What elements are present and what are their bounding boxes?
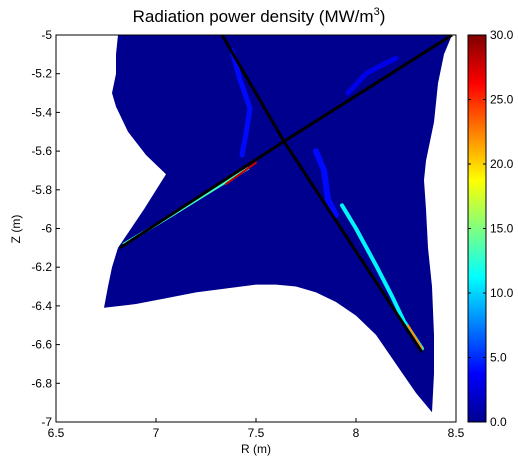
plot-area	[104, 35, 453, 413]
y-axis-ticks: -5 -5.2 -5.4 -5.6 -5.8 -6 -6.2 -6.4 -6.6 -6.8 -7	[31, 28, 60, 429]
y-tick-label: -6	[41, 222, 52, 236]
colorbar-tick-label: 20.0	[490, 157, 514, 171]
y-tick-label: -6.6	[31, 338, 52, 352]
separatrix-lines	[119, 35, 453, 354]
x-axis-label: R (m)	[241, 442, 271, 456]
y-tick-label: -6.8	[31, 376, 52, 390]
y-axis-label: Z (m)	[9, 215, 23, 244]
x-tick-label: 7.5	[248, 426, 265, 440]
radiation-band	[225, 161, 257, 185]
y-tick-label: -5.8	[31, 183, 52, 197]
y-tick-label: -5.4	[31, 105, 52, 119]
colorbar-tick-label: 10.0	[490, 286, 514, 300]
colorbar-tick-label: 15.0	[490, 222, 514, 236]
y-tick-label: -5.6	[31, 144, 52, 158]
radiation-band	[345, 55, 399, 96]
x-axis-ticks: 6.5 7 7.5 8 8.5	[48, 418, 465, 440]
x-tick-label: 7	[153, 426, 160, 440]
y-tick-label: -7	[41, 415, 52, 429]
colorbar-ticks: 0.0 5.0 10.0 15.0 20.0 25.0 30.0	[468, 28, 514, 429]
y-tick-label: -5	[41, 28, 52, 42]
radiation-band	[313, 148, 339, 218]
chart-title: Radiation power density (MW/m3)	[133, 6, 386, 26]
colorbar-tick-label: 0.0	[490, 415, 507, 429]
radiation-band	[407, 324, 423, 350]
x-tick-label: 8.5	[448, 426, 465, 440]
y-tick-label: -5.2	[31, 67, 52, 81]
computational-domain	[104, 35, 452, 413]
y-tick-label: -6.2	[31, 260, 52, 274]
radiation-band	[340, 203, 424, 351]
colorbar-tick-label: 25.0	[490, 93, 514, 107]
y-tick-label: -6.4	[31, 299, 52, 313]
separatrix-line	[119, 35, 453, 250]
x-tick-label: 8	[353, 426, 360, 440]
x-tick-label: 6.5	[48, 426, 65, 440]
colorbar-tick-label: 30.0	[490, 28, 514, 42]
radiation-band	[229, 48, 253, 158]
colorbar-tick-label: 5.0	[490, 351, 507, 365]
